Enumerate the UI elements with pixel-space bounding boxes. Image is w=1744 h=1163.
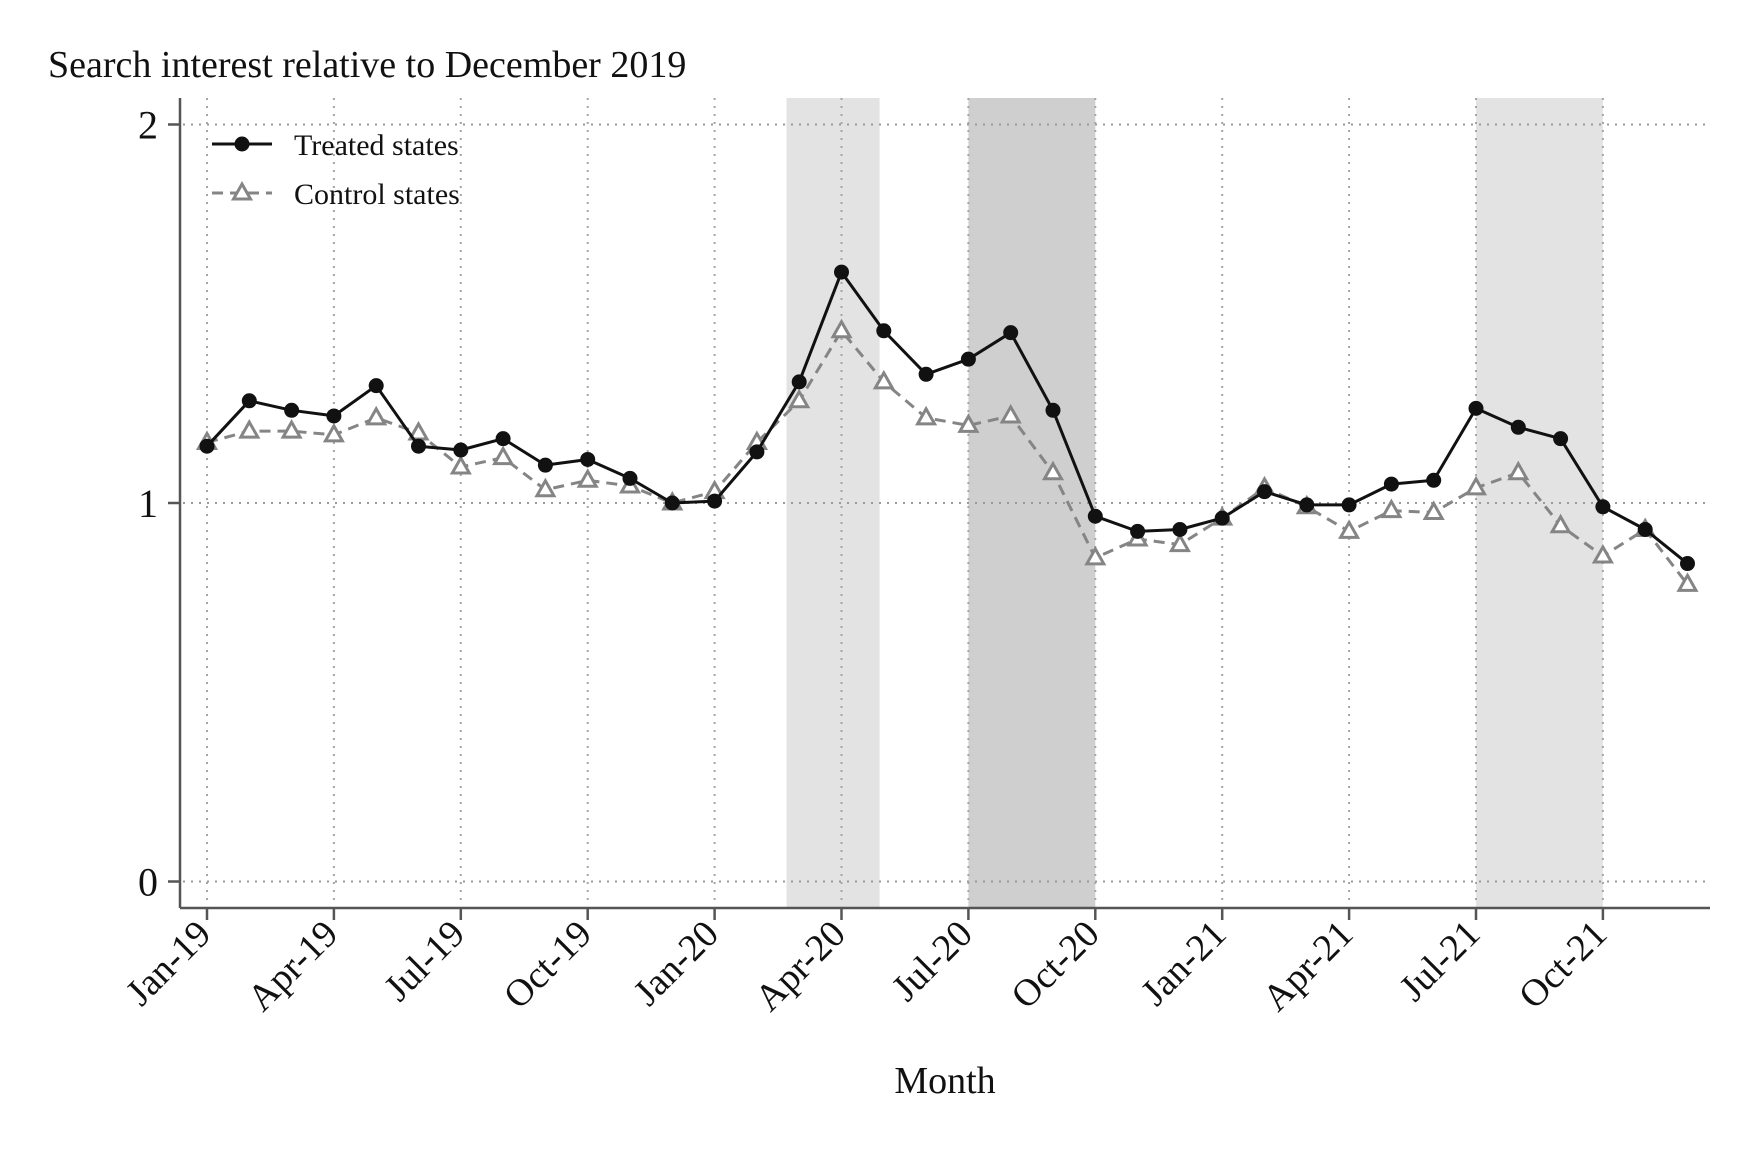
x-tick-label-Apr-21: Apr-21 [1255, 913, 1362, 1020]
data-point-control-states-21 [1084, 545, 1107, 566]
data-point-treated-states-1 [241, 393, 257, 409]
axes [168, 98, 1710, 920]
data-point-control-states-31 [1507, 460, 1530, 481]
data-point-control-states-8 [534, 477, 557, 498]
data-point-treated-states-34 [1637, 521, 1653, 537]
data-point-treated-states-13 [749, 444, 765, 460]
y-tick-label-0: 0 [138, 860, 158, 905]
x-tick-label-Oct-21: Oct-21 [1511, 913, 1615, 1017]
data-point-control-states-27 [1338, 519, 1361, 539]
data-point-control-states-20 [1041, 460, 1065, 481]
x-tick-label-Jul-19: Jul-19 [376, 913, 473, 1010]
data-point-treated-states-33 [1595, 499, 1611, 515]
series-line-treated-states [205, 270, 1689, 565]
data-point-treated-states-24 [1214, 510, 1230, 526]
data-point-treated-states-6 [453, 442, 469, 458]
data-point-treated-states-14 [791, 374, 807, 390]
data-point-treated-states-3 [326, 408, 342, 424]
x-axis-title: Month [894, 1060, 995, 1102]
legend-treated-label: Treated states [294, 129, 459, 162]
data-point-control-states-30 [1464, 475, 1488, 496]
data-point-treated-states-7 [495, 431, 511, 447]
data-point-treated-states-29 [1426, 472, 1442, 488]
data-point-control-states-23 [1168, 532, 1191, 553]
data-point-control-states-16 [872, 369, 895, 390]
data-point-treated-states-11 [664, 495, 680, 511]
data-point-control-states-3 [322, 422, 345, 443]
data-point-treated-states-15 [834, 264, 849, 280]
x-tick-label-Apr-20: Apr-20 [747, 913, 854, 1020]
data-point-control-states-9 [576, 468, 599, 488]
data-point-treated-states-18 [960, 351, 976, 367]
data-point-control-states-29 [1422, 500, 1445, 520]
x-tick-label-Jan-21: Jan-21 [1133, 913, 1234, 1014]
x-tick-label-Oct-19: Oct-19 [496, 913, 600, 1017]
data-point-control-states-17 [915, 405, 938, 426]
data-point-treated-states-12 [707, 493, 723, 509]
data-point-control-states-1 [238, 419, 261, 439]
x-tick-label-Jul-20: Jul-20 [884, 913, 981, 1010]
data-point-treated-states-10 [622, 470, 638, 486]
x-tick-label-Jan-20: Jan-20 [626, 913, 727, 1014]
data-point-control-states-15 [830, 318, 853, 339]
data-point-control-states-33 [1591, 543, 1614, 564]
y-tick-label-2: 2 [138, 102, 158, 147]
data-point-control-states-28 [1380, 498, 1403, 519]
data-point-treated-states-16 [876, 323, 892, 339]
x-tick-label-Jul-21: Jul-21 [1391, 913, 1488, 1010]
gridlines [183, 98, 1710, 906]
data-point-treated-states-32 [1553, 431, 1569, 447]
data-point-control-states-6 [449, 454, 472, 475]
data-point-control-states-7 [492, 445, 515, 466]
data-point-treated-states-25 [1257, 484, 1272, 500]
data-point-control-states-35 [1676, 572, 1699, 592]
data-point-treated-states-28 [1383, 476, 1399, 492]
legend-treated-marker [234, 136, 250, 152]
data-point-treated-states-22 [1130, 523, 1146, 539]
data-point-treated-states-17 [918, 366, 934, 382]
series-control-states [195, 318, 1699, 592]
data-point-treated-states-31 [1510, 419, 1526, 435]
legend-control-marker [230, 180, 254, 201]
x-tick-label-Apr-19: Apr-19 [239, 913, 346, 1020]
data-point-control-states-32 [1549, 513, 1572, 534]
shaded-period-3 [1476, 98, 1603, 908]
data-point-treated-states-21 [1087, 508, 1103, 524]
legend-control-label: Control states [294, 178, 460, 211]
data-point-treated-states-20 [1045, 402, 1061, 418]
x-tick-label-Oct-20: Oct-20 [1003, 913, 1107, 1017]
series-treated-states [199, 264, 1695, 572]
data-point-control-states-2 [280, 419, 303, 439]
y-tick-label-1: 1 [138, 481, 158, 526]
data-point-treated-states-30 [1468, 400, 1484, 416]
data-point-treated-states-23 [1172, 521, 1188, 537]
data-point-treated-states-35 [1680, 556, 1695, 572]
data-point-treated-states-2 [284, 402, 300, 418]
chart-title: Search interest relative to December 201… [48, 44, 686, 86]
data-point-control-states-4 [365, 405, 388, 426]
data-point-control-states-18 [957, 413, 980, 433]
data-point-control-states-14 [788, 388, 811, 409]
x-tick-label-Jan-19: Jan-19 [118, 913, 219, 1014]
data-point-treated-states-8 [537, 457, 553, 473]
data-point-treated-states-5 [411, 438, 426, 454]
data-point-treated-states-4 [368, 378, 384, 394]
legend: Treated states Control states [212, 129, 460, 211]
data-point-treated-states-26 [1299, 497, 1315, 513]
data-series [195, 264, 1699, 592]
data-point-control-states-19 [999, 403, 1022, 424]
data-point-treated-states-19 [1003, 325, 1019, 341]
data-point-treated-states-0 [199, 438, 215, 454]
data-point-treated-states-27 [1341, 497, 1357, 513]
data-point-treated-states-9 [580, 451, 596, 467]
series-line-control-states [206, 329, 1689, 586]
